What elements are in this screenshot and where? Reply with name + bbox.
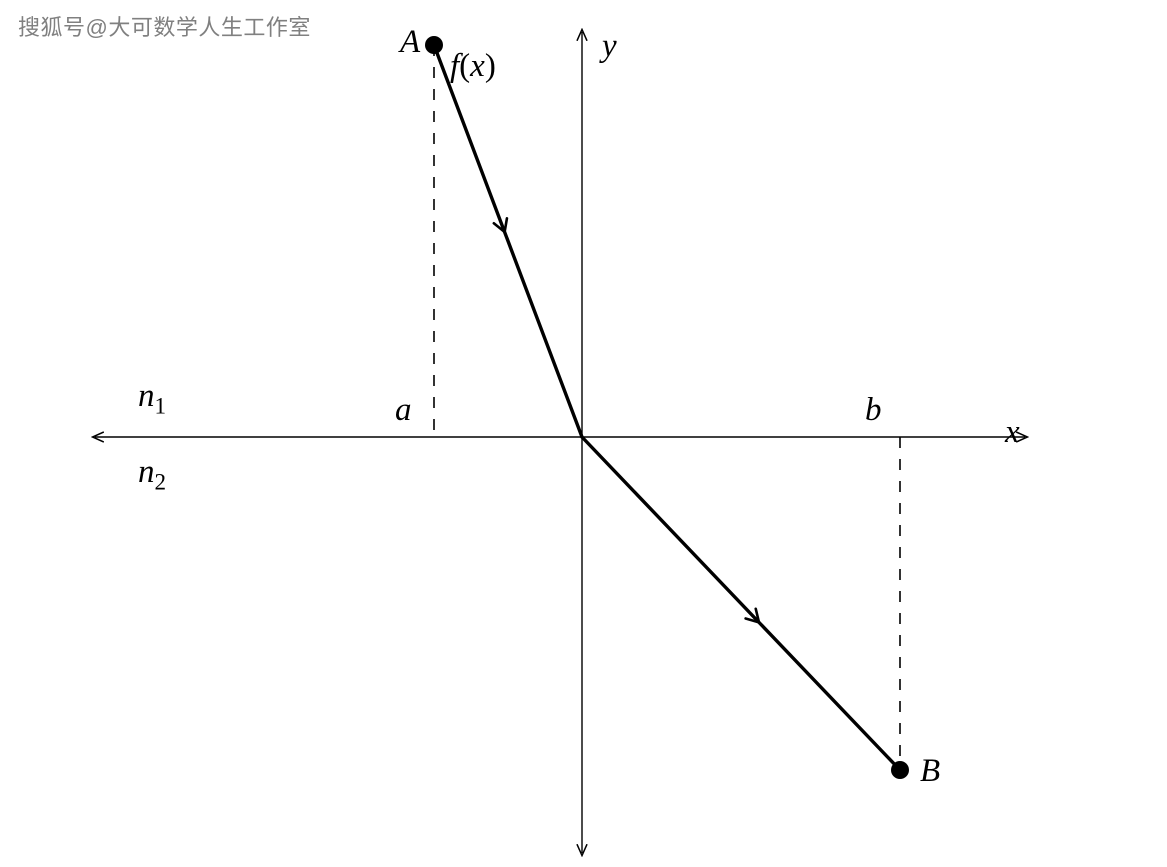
label-point-a: A	[400, 26, 420, 59]
label-b: b	[865, 394, 882, 427]
refraction-diagram	[0, 0, 1167, 867]
diagram-stage: A f(x) y x a b n1 n2 B	[0, 0, 1167, 867]
label-n2: n2	[138, 456, 166, 494]
label-axis-x: x	[1005, 416, 1020, 449]
axes	[95, 32, 1025, 853]
endpoints	[425, 36, 909, 779]
label-a: a	[395, 394, 412, 427]
label-fx: f(x)	[450, 50, 496, 83]
label-axis-y: y	[602, 30, 617, 63]
light-ray-path	[434, 45, 900, 770]
label-point-b: B	[920, 755, 940, 788]
label-n1: n1	[138, 380, 166, 418]
dashed-guides	[434, 45, 900, 770]
